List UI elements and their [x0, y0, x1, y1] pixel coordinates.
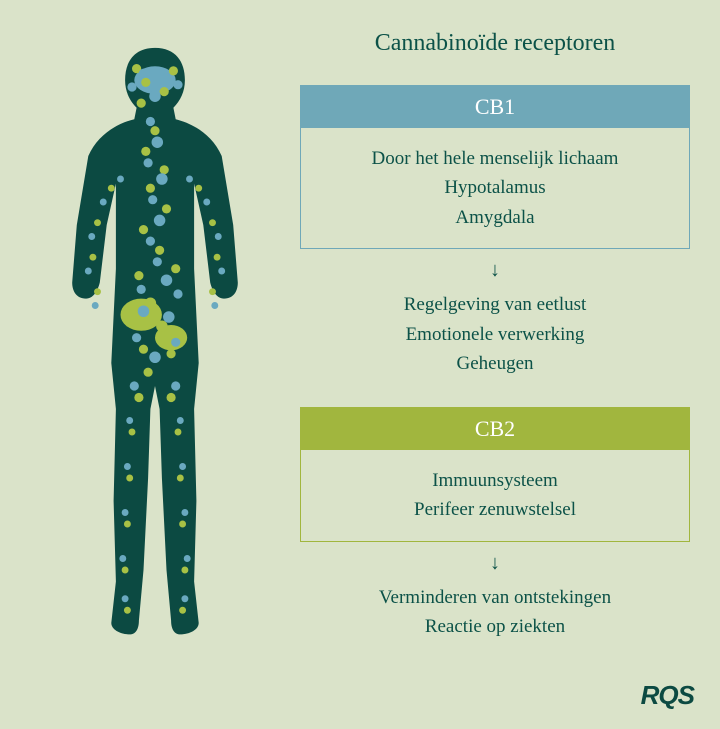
- receptor-info-column: Cannabinoïde receptoren CB1 Door het hel…: [280, 30, 690, 709]
- text-line: Amygdala: [311, 203, 679, 232]
- page-title: Cannabinoïde receptoren: [300, 30, 690, 57]
- text-line: Emotionele verwerking: [300, 320, 690, 349]
- text-line: Geheugen: [300, 349, 690, 378]
- cb1-effects: Regelgeving van eetlustEmotionele verwer…: [300, 290, 690, 378]
- cb2-box: CB2 ImmuunsysteemPerifeer zenuwstelsel: [300, 407, 690, 542]
- text-line: Perifeer zenuwstelsel: [311, 495, 679, 524]
- human-body-diagram: [40, 40, 270, 640]
- text-line: Verminderen van ontstekingen: [300, 583, 690, 612]
- cb1-locations: Door het hele menselijk lichaamHypotalam…: [301, 128, 689, 248]
- text-line: Door het hele menselijk lichaam: [311, 144, 679, 173]
- text-line: Regelgeving van eetlust: [300, 290, 690, 319]
- arrow-down-icon: ↓: [300, 552, 690, 575]
- arrow-down-icon: ↓: [300, 259, 690, 282]
- logo-rqs: RQS: [641, 680, 694, 711]
- cb1-header: CB1: [301, 86, 689, 128]
- cb2-header: CB2: [301, 408, 689, 450]
- cb2-locations: ImmuunsysteemPerifeer zenuwstelsel: [301, 450, 689, 541]
- cb2-effects: Verminderen van ontstekingenReactie op z…: [300, 583, 690, 642]
- text-line: Reactie op ziekten: [300, 612, 690, 641]
- text-line: Hypotalamus: [311, 173, 679, 202]
- text-line: Immuunsysteem: [311, 466, 679, 495]
- infographic-canvas: Cannabinoïde receptoren CB1 Door het hel…: [0, 0, 720, 729]
- human-figure-column: [30, 30, 280, 709]
- cb1-box: CB1 Door het hele menselijk lichaamHypot…: [300, 85, 690, 249]
